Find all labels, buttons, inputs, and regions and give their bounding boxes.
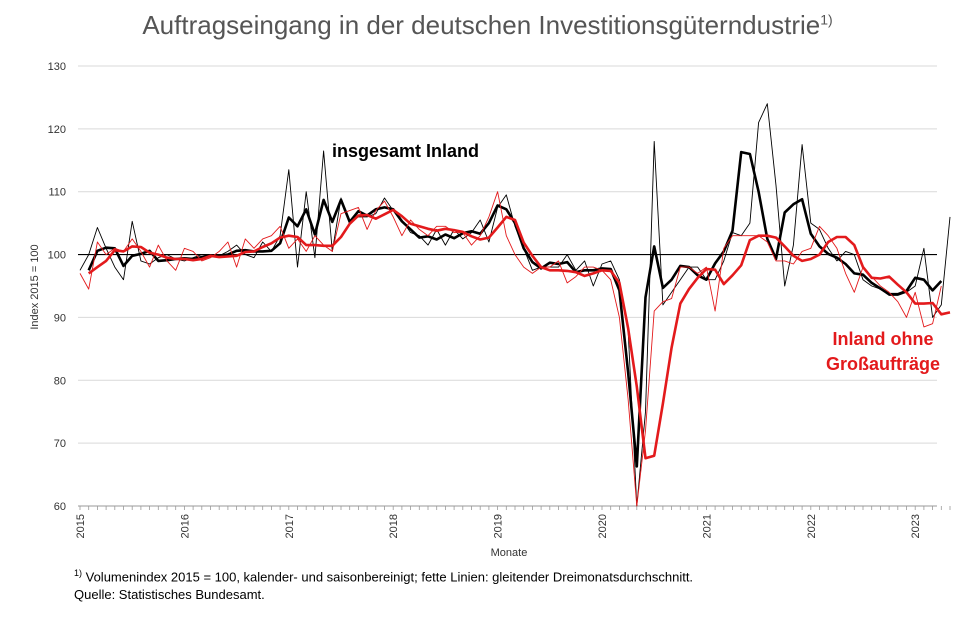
axis-ticks: 60 70 80 90 100 110 120 130 2015 2016 2017 2018 2019… bbox=[48, 61, 923, 538]
y-tick-label-110: 110 bbox=[48, 187, 66, 199]
x-tick-label-2017: 2017 bbox=[284, 514, 296, 538]
series-lines bbox=[79, 103, 951, 507]
series-2-smoothed-line bbox=[87, 208, 951, 460]
grid bbox=[78, 65, 951, 510]
y-tick-label-60: 60 bbox=[54, 501, 66, 513]
x-tick-label-2021: 2021 bbox=[701, 514, 713, 538]
y-tick-label-100: 100 bbox=[48, 250, 66, 262]
x-tick-label-2020: 2020 bbox=[597, 514, 609, 538]
series-label-insgesamt: insgesamt Inland bbox=[332, 141, 480, 161]
x-tick-label-2016: 2016 bbox=[179, 514, 191, 538]
chart-title-text: Auftragseingang in der deutschen Investi… bbox=[142, 10, 821, 40]
footnote-marker: 1) bbox=[74, 568, 83, 578]
y-tick-label-70: 70 bbox=[54, 438, 66, 450]
x-tick-label-2015: 2015 bbox=[75, 514, 87, 538]
y-axis-label: Index 2015 = 100 bbox=[29, 244, 41, 329]
x-axis-label: Monate bbox=[491, 547, 528, 559]
y-tick-label-120: 120 bbox=[48, 124, 66, 136]
series-label-line-2: Großaufträge bbox=[825, 354, 940, 374]
x-tick-label-2019: 2019 bbox=[493, 514, 505, 538]
chart-title: Auftragseingang in der deutschen Investi… bbox=[0, 10, 975, 41]
source-note: Quelle: Statistisches Bundesamt. bbox=[74, 587, 265, 602]
series-label-line-1: Inland ohne bbox=[832, 329, 934, 349]
series-1-smoothed-line bbox=[87, 150, 943, 468]
x-tick-label-2023: 2023 bbox=[910, 514, 922, 538]
chart-title-note: 1) bbox=[820, 11, 833, 28]
y-tick-label-90: 90 bbox=[54, 312, 66, 324]
y-tick-label-130: 130 bbox=[48, 61, 66, 73]
series-2-monthly-line bbox=[79, 191, 942, 507]
footnote: 1) Volumenindex 2015 = 100, kalender- un… bbox=[74, 568, 693, 584]
footnote-text: Volumenindex 2015 = 100, kalender- und s… bbox=[82, 569, 694, 585]
x-tick-label-2022: 2022 bbox=[806, 514, 818, 538]
y-tick-label-80: 80 bbox=[54, 375, 66, 387]
x-tick-label-2018: 2018 bbox=[388, 514, 400, 538]
series-1-monthly-line bbox=[79, 103, 951, 507]
series-label-ohne-grossauftraege: Inland ohne Großaufträge bbox=[818, 327, 948, 377]
